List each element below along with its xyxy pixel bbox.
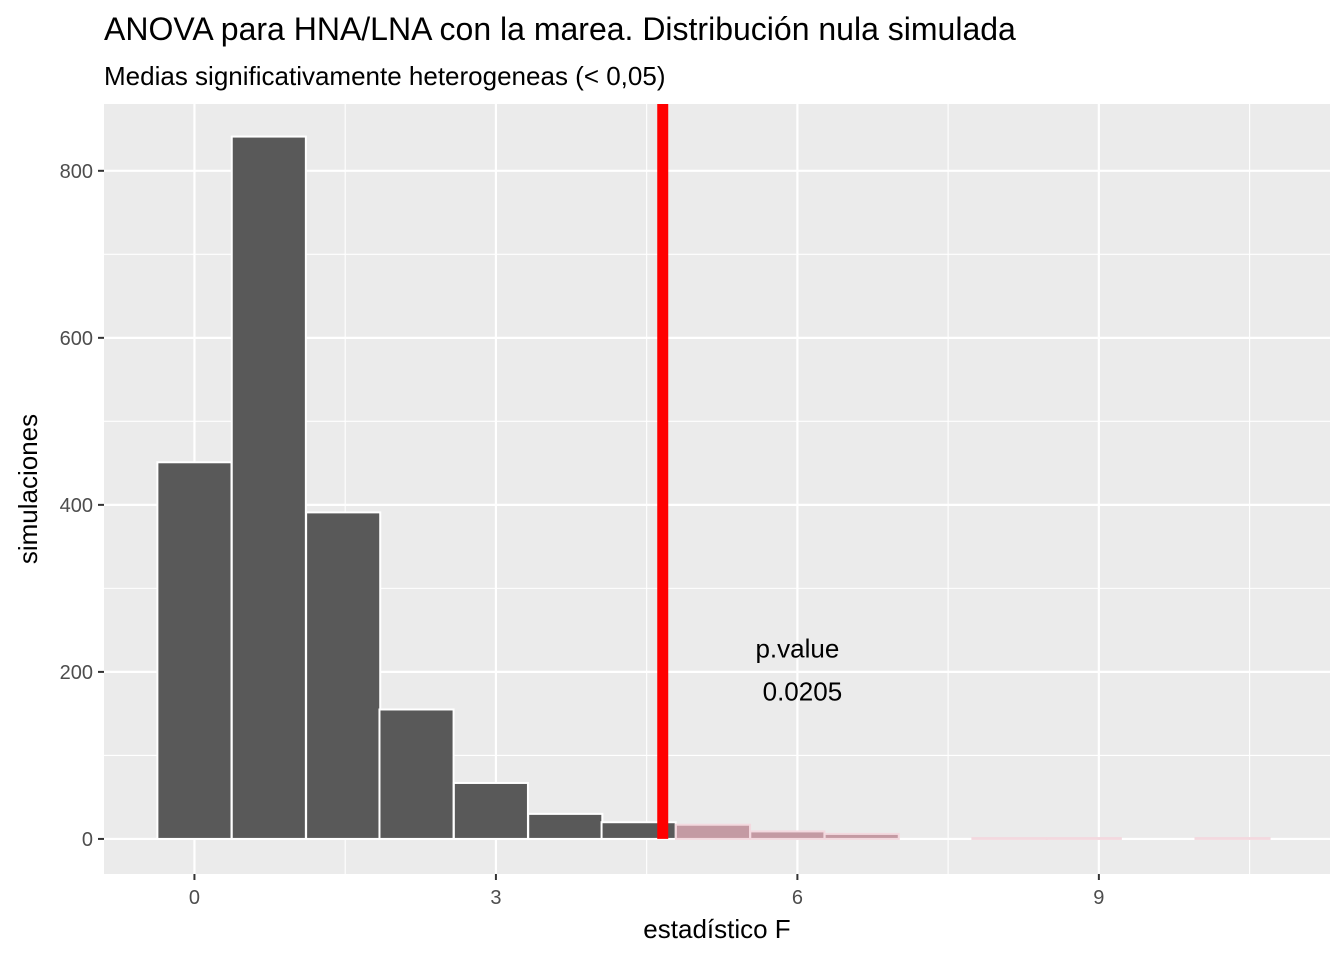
y-tick-label: 400 (60, 495, 93, 517)
histogram-bar (305, 511, 382, 840)
x-tick-label: 9 (1093, 887, 1104, 909)
histogram-bar (527, 812, 604, 840)
y-axis-title: simulaciones (13, 414, 43, 564)
histogram-bar-extreme (749, 830, 826, 840)
x-tick-label: 3 (490, 887, 501, 909)
x-axis: 0 3 6 9 (189, 874, 1104, 909)
x-tick-label: 0 (189, 887, 200, 909)
y-tick-label: 0 (82, 829, 93, 851)
y-tick-label: 200 (60, 662, 93, 684)
histogram-bar (156, 461, 233, 840)
histogram-bar-extreme (1194, 837, 1271, 840)
p-value-label: p.value (755, 634, 839, 664)
histogram-bar-extreme (823, 832, 900, 840)
chart-subtitle: Medias significativamente heterogeneas (… (104, 61, 666, 91)
minor-gridlines (104, 104, 1330, 874)
histogram-bar (452, 781, 529, 840)
p-value-number: 0.0205 (763, 677, 843, 707)
chart-title: ANOVA para HNA/LNA con la marea. Distrib… (104, 11, 1016, 47)
x-axis-title: estadístico F (643, 914, 790, 944)
histogram-bars (156, 135, 1271, 840)
y-tick-label: 600 (60, 328, 93, 350)
histogram-bar (378, 708, 455, 840)
histogram-bar-extreme (1045, 837, 1122, 840)
p-value-annotation: p.value 0.0205 (755, 634, 842, 707)
y-axis: 0 200 400 600 800 (60, 161, 104, 851)
histogram-bar (230, 135, 307, 840)
histogram-bar-extreme (674, 823, 752, 840)
y-tick-label: 800 (60, 161, 93, 183)
x-tick-label: 6 (792, 887, 803, 909)
histogram-bar-extreme (971, 837, 1048, 840)
